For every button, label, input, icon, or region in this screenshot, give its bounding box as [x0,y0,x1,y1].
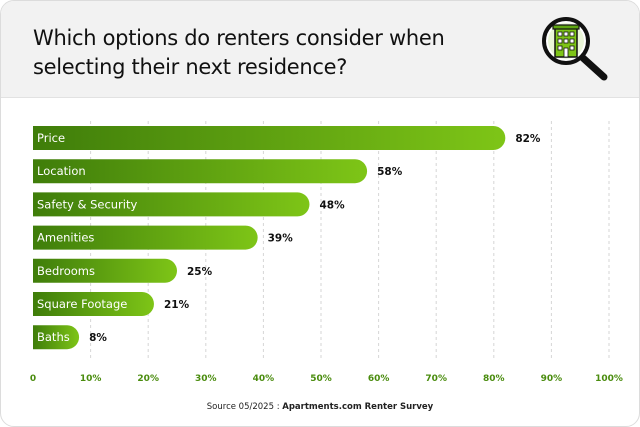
page-title: Which options do renters consider when s… [33,26,445,79]
x-tick-label: 0 [30,374,36,384]
x-tick-label: 40% [253,374,275,384]
x-axis: 0 10% 20% 30% 40% 50% 60% 70% 80% 90% 100% [30,374,623,384]
x-tick-label: 70% [425,374,447,384]
bar [33,159,368,184]
x-tick-label: 80% [483,374,505,384]
bar-value-label: 39% [268,233,294,245]
bar-value-label: 8% [89,332,107,344]
x-tick-label: 100% [595,374,623,384]
x-tick-label: 50% [310,374,332,384]
bar-category-label: Square Footage [37,297,127,311]
bar-chart: Price 82% Location 58% Safety & Security 48% A… [30,121,623,384]
bar-value-label: 25% [187,266,213,278]
bar-value-label: 58% [377,166,403,178]
bar [33,126,506,150]
source-note: Source 05/2025 : Apartments.com Renter S… [1,402,639,412]
x-tick-label: 30% [195,374,217,384]
bars: Price 82% Location 58% Safety & Security 48% A… [33,126,541,350]
bar-value-label: 82% [515,133,541,145]
bar-value-label: 48% [319,199,345,211]
bar [33,292,154,316]
header: Which options do renters consider when s… [1,1,639,98]
bar-category-label: Bedrooms [37,264,95,278]
bar [33,258,177,283]
bar-category-label: Baths [37,330,70,344]
source-prefix: Source 05/2025 : [206,402,283,412]
bar-category-label: Location [37,164,86,178]
bar [33,192,310,217]
bar [33,325,80,350]
magnifier-building-icon [542,17,608,81]
x-tick-label: 60% [368,374,390,384]
bar-value-label: 21% [164,299,190,311]
x-tick-label: 10% [80,374,102,384]
source-name: Apartments.com Renter Survey [282,402,434,412]
bar-category-label: Amenities [37,231,94,245]
bar-category-label: Safety & Security [37,197,137,211]
bar [33,225,258,250]
bar-category-label: Price [37,131,65,145]
x-tick-label: 20% [137,374,159,384]
x-tick-label: 90% [541,374,563,384]
